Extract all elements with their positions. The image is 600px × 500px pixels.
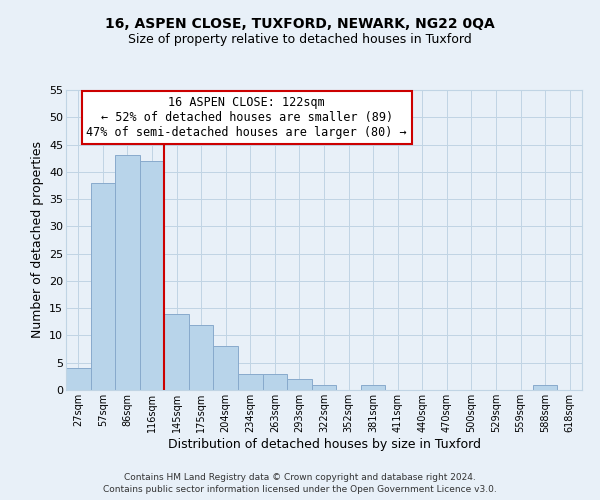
Bar xyxy=(214,346,238,390)
Text: 16 ASPEN CLOSE: 122sqm
← 52% of detached houses are smaller (89)
47% of semi-det: 16 ASPEN CLOSE: 122sqm ← 52% of detached… xyxy=(86,96,407,139)
Bar xyxy=(66,368,91,390)
Text: Contains HM Land Registry data © Crown copyright and database right 2024.: Contains HM Land Registry data © Crown c… xyxy=(124,472,476,482)
Bar xyxy=(164,314,189,390)
Bar xyxy=(533,384,557,390)
Bar xyxy=(312,384,336,390)
X-axis label: Distribution of detached houses by size in Tuxford: Distribution of detached houses by size … xyxy=(167,438,481,450)
Bar xyxy=(263,374,287,390)
Text: 16, ASPEN CLOSE, TUXFORD, NEWARK, NG22 0QA: 16, ASPEN CLOSE, TUXFORD, NEWARK, NG22 0… xyxy=(105,18,495,32)
Bar xyxy=(189,324,214,390)
Y-axis label: Number of detached properties: Number of detached properties xyxy=(31,142,44,338)
Text: Contains public sector information licensed under the Open Government Licence v3: Contains public sector information licen… xyxy=(103,485,497,494)
Bar xyxy=(91,182,115,390)
Bar xyxy=(140,161,164,390)
Bar xyxy=(287,379,312,390)
Bar xyxy=(238,374,263,390)
Text: Size of property relative to detached houses in Tuxford: Size of property relative to detached ho… xyxy=(128,32,472,46)
Bar xyxy=(115,156,140,390)
Bar xyxy=(361,384,385,390)
